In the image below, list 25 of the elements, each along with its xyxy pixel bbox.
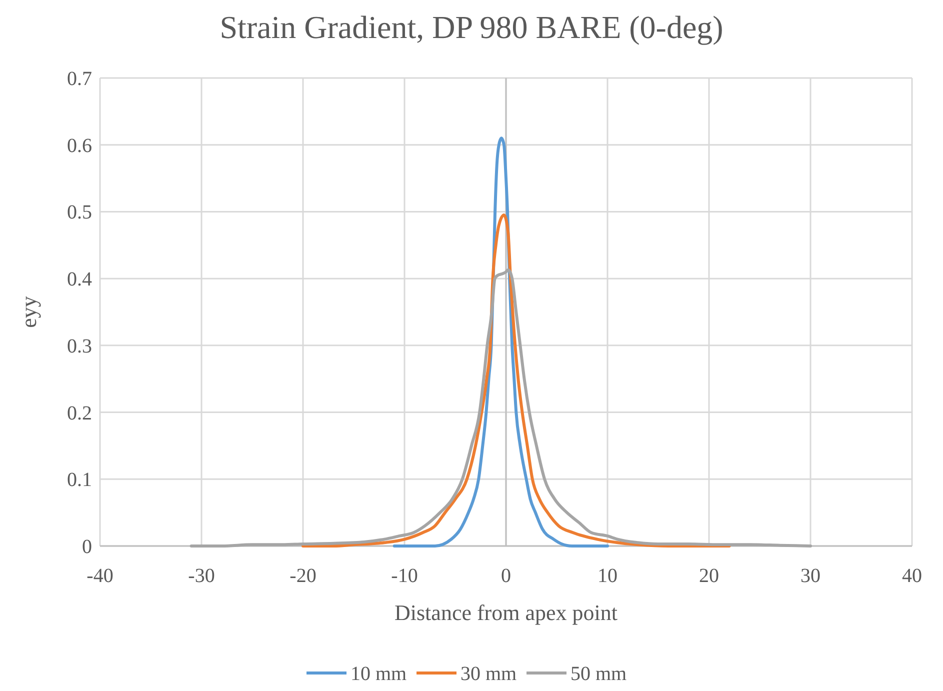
x-tick-label: 40 [902,565,922,587]
y-tick-label: 0.5 [67,202,92,224]
x-tick-label: 0 [501,565,511,587]
y-tick-label: 0.2 [67,402,92,424]
y-tick-label: 0.3 [67,335,92,358]
chart-title: Strain Gradient, DP 980 BARE (0-deg) [220,9,724,45]
legend-label: 10 mm [350,663,408,685]
legend-label: 50 mm [570,663,628,685]
line-series [302,214,731,548]
y-tick-label: 0.7 [67,68,92,90]
legend-label: 30 mm [460,663,518,685]
x-axis-title: Distance from apex point [394,600,618,625]
x-tick-label: 30 [800,565,820,587]
x-tick-label: -30 [188,565,215,587]
x-tick-label: -20 [290,565,316,587]
x-tick-label: 20 [699,565,719,587]
x-tick-label: -10 [391,565,418,587]
y-tick-label: 0 [82,536,92,558]
y-tick-label: 0.4 [67,268,92,291]
y-axis-title: eyy [16,296,41,328]
x-tick-label: -40 [86,565,114,587]
x-tick-label: 10 [598,565,618,587]
y-tick-label: 0.6 [67,134,92,157]
line-series [190,268,812,548]
y-tick-label: 0.1 [67,469,92,492]
